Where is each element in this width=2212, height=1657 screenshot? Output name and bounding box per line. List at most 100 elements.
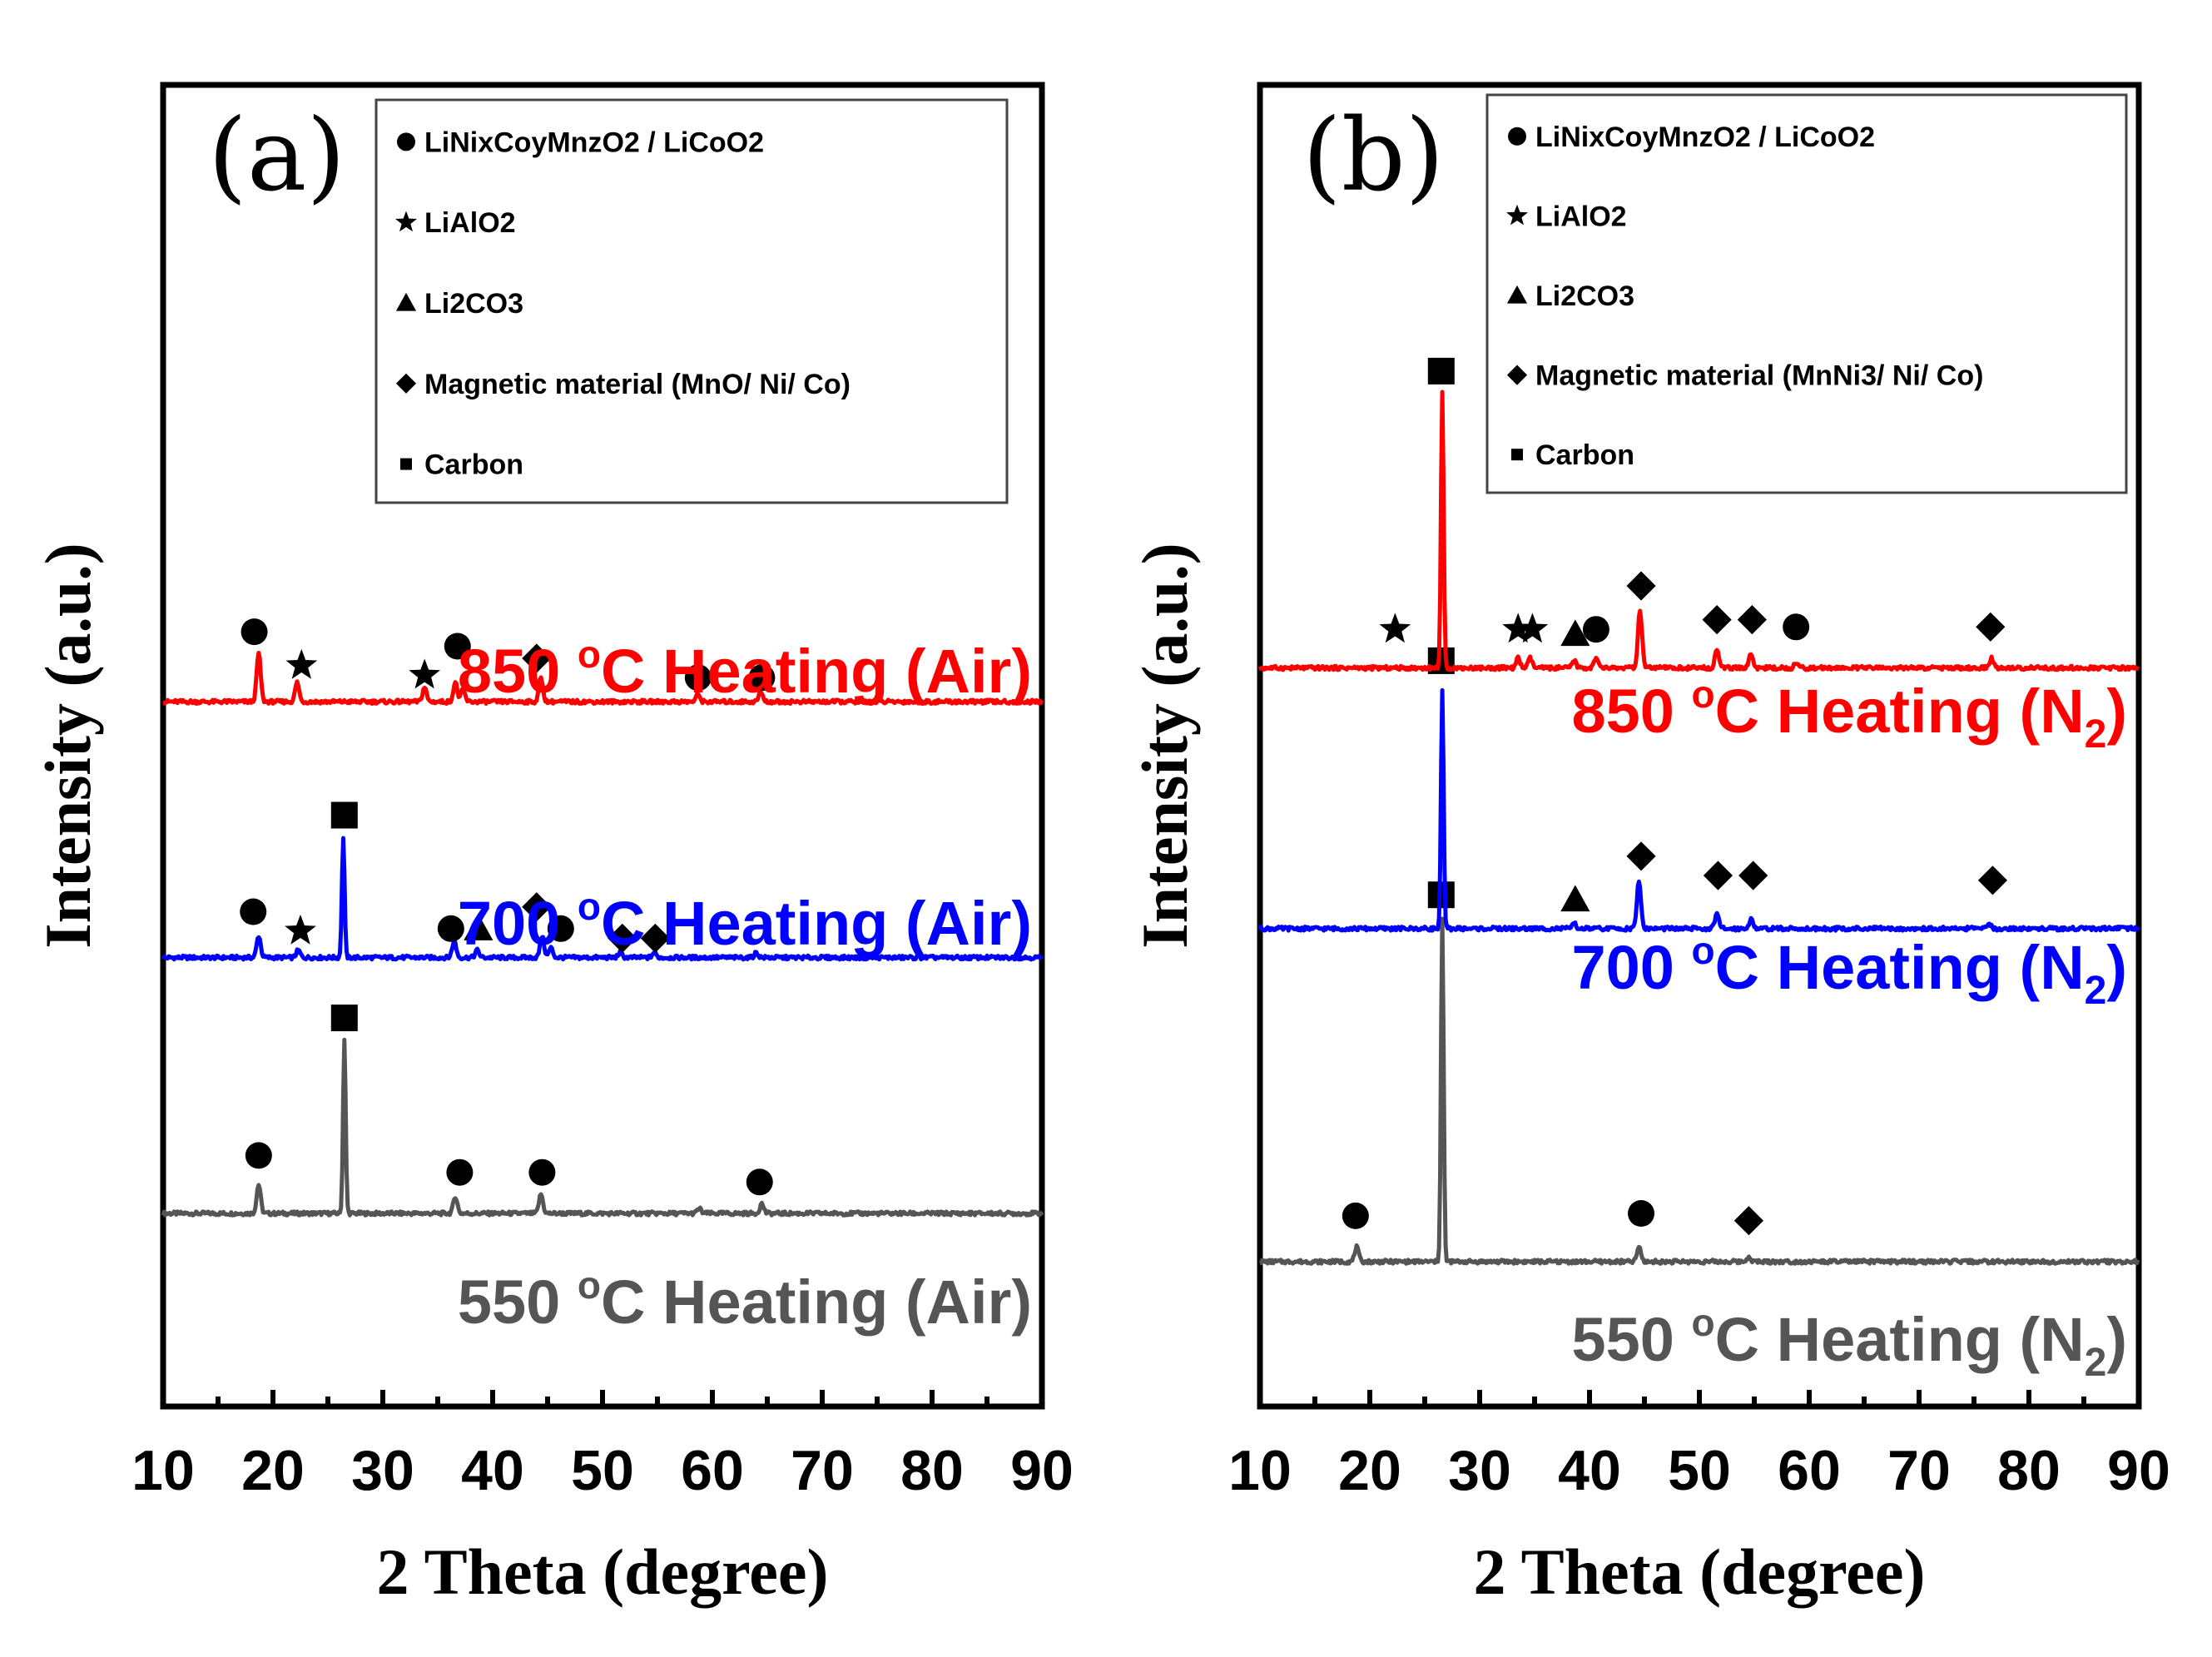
x-tick-label: 40 bbox=[461, 1439, 524, 1502]
x-tick-label: 10 bbox=[131, 1439, 195, 1502]
series-label-rest: C Heating (N bbox=[1715, 1305, 2085, 1374]
series-line bbox=[1257, 389, 2140, 672]
x-tick-label: 20 bbox=[241, 1439, 305, 1502]
peak-marker-circle bbox=[446, 1158, 474, 1186]
x-tick-label: 70 bbox=[1887, 1439, 1951, 1502]
peak-marker-diamond bbox=[608, 923, 637, 953]
panel-b: 10 20 30 40 50 60 70 80 90 2 Theta (degree) Intens… bbox=[1128, 82, 2170, 1608]
label-subscript: 2 bbox=[2085, 1341, 2107, 1385]
series-label-temp: 850 bbox=[458, 637, 578, 706]
series-label-rest: C Heating (N bbox=[1715, 677, 2085, 746]
legend-entry: LiNixCoyMnzO2 / LiCoO2 bbox=[1535, 122, 1875, 153]
panel-a: 10 20 30 40 50 60 70 80 90 2 Theta (degree) Intens… bbox=[32, 82, 1074, 1608]
peak-marker-triangle bbox=[1560, 885, 1590, 912]
peak-marker-star bbox=[409, 658, 440, 689]
degree-superscript: o bbox=[578, 885, 601, 928]
label-close: ) bbox=[2106, 933, 2127, 1002]
peak-marker-star bbox=[285, 914, 316, 945]
peak-marker-diamond bbox=[640, 923, 670, 953]
legend-triangle-icon bbox=[1506, 285, 1528, 304]
series-3: 850 oC Heating (Air) bbox=[161, 618, 1044, 706]
x-tick-label: 30 bbox=[1448, 1439, 1511, 1502]
peak-marker-diamond bbox=[1733, 1206, 1763, 1236]
y-axis-title: Intensity (a.u.) bbox=[1128, 543, 1201, 949]
peak-marker-circle bbox=[241, 618, 268, 646]
series-line bbox=[161, 651, 1044, 706]
legend-diamond-icon bbox=[1506, 365, 1528, 385]
x-tick-label: 60 bbox=[681, 1439, 744, 1502]
peak-marker-diamond bbox=[1626, 571, 1656, 601]
peak-marker-star bbox=[1502, 613, 1535, 643]
x-tick-label: 20 bbox=[1338, 1439, 1401, 1502]
peak-marker-triangle bbox=[1560, 619, 1590, 647]
degree-superscript: o bbox=[1692, 1301, 1715, 1344]
peak-marker-circle bbox=[684, 664, 712, 692]
series-label: 700 oC Heating (Air) bbox=[458, 885, 1032, 958]
series-1: 550 oC Heating (Air) bbox=[161, 1005, 1044, 1337]
series-label-rest: C Heating (N bbox=[1715, 933, 2085, 1002]
series-label-temp: 550 bbox=[458, 1268, 578, 1337]
peak-marker-circle bbox=[547, 915, 574, 942]
peak-marker-circle bbox=[1783, 613, 1810, 641]
panel-label: (b) bbox=[1302, 98, 1444, 214]
legend-square-icon bbox=[400, 458, 412, 470]
series-label: 850 oC Heating (N2) bbox=[1572, 672, 2128, 757]
label-close: ) bbox=[2106, 677, 2127, 746]
degree-superscript: o bbox=[1692, 929, 1715, 972]
peak-marker-square bbox=[330, 1005, 358, 1032]
legend-box bbox=[374, 98, 1009, 504]
series-label-rest: C Heating (Air) bbox=[601, 889, 1032, 958]
legend-square-icon bbox=[1511, 449, 1523, 461]
legend: LiNixCoyMnzO2 / LiCoO2 LiAlO2 Li2CO3 Magnet… bbox=[374, 98, 1009, 504]
series-label-temp: 700 bbox=[1572, 933, 1692, 1002]
peak-marker-circle bbox=[245, 1142, 272, 1169]
legend-entry: Li2CO3 bbox=[1535, 280, 1634, 312]
panel-label: (a) bbox=[208, 98, 345, 214]
x-tick-label: 50 bbox=[571, 1439, 634, 1502]
series-label-temp: 700 bbox=[458, 889, 578, 958]
legend-entry: LiAlO2 bbox=[424, 207, 516, 239]
peak-marker-circle bbox=[1582, 616, 1609, 643]
series-line bbox=[161, 1037, 1044, 1218]
peak-marker-circle bbox=[240, 898, 267, 925]
series-label-temp: 850 bbox=[1572, 677, 1692, 746]
series-label: 550 oC Heating (Air) bbox=[458, 1263, 1032, 1337]
series-label: 850 oC Heating (Air) bbox=[458, 633, 1032, 706]
series-label: 700 oC Heating (N2) bbox=[1572, 929, 2128, 1013]
x-tick-label: 60 bbox=[1778, 1439, 1841, 1502]
peak-marker-diamond bbox=[1703, 861, 1733, 891]
peak-marker-diamond bbox=[1626, 841, 1656, 871]
peak-marker-circle bbox=[528, 1158, 556, 1186]
series-line bbox=[161, 836, 1044, 962]
peak-marker-diamond bbox=[1737, 605, 1767, 635]
series-line bbox=[1257, 687, 2140, 933]
x-tick-label: 10 bbox=[1228, 1439, 1292, 1502]
peak-marker-circle bbox=[437, 915, 464, 942]
peak-marker-square bbox=[330, 801, 358, 829]
legend-star-icon bbox=[395, 211, 417, 232]
series-2: 700 oC Heating (N2) bbox=[1257, 647, 2140, 1013]
x-axis-title: 2 Theta (degree) bbox=[1474, 1535, 1926, 1608]
legend-circle-icon bbox=[397, 132, 415, 151]
legend-triangle-icon bbox=[395, 292, 417, 311]
peak-marker-diamond bbox=[1738, 861, 1768, 891]
peak-marker-star bbox=[1379, 613, 1411, 643]
peak-marker-diamond bbox=[1976, 612, 2006, 642]
legend-entry: Carbon bbox=[424, 449, 523, 481]
series-2: 700 oC Heating (Air) bbox=[161, 801, 1044, 962]
label-subscript: 2 bbox=[2085, 969, 2107, 1013]
legend-entry: Magnetic material (MnNi3/ Ni/ Co) bbox=[1535, 360, 1983, 392]
series-label-temp: 550 bbox=[1572, 1305, 1692, 1374]
label-close: ) bbox=[2106, 1305, 2127, 1374]
legend-star-icon bbox=[1506, 204, 1528, 226]
legend-entry: LiNixCoyMnzO2 / LiCoO2 bbox=[424, 127, 764, 158]
legend-entry: Li2CO3 bbox=[424, 288, 523, 320]
peak-marker-circle bbox=[444, 633, 471, 660]
legend: LiNixCoyMnzO2 / LiCoO2 LiAlO2 Li2CO3 Magnet… bbox=[1485, 93, 2128, 494]
series-label: 550 oC Heating (N2) bbox=[1572, 1301, 2128, 1385]
peak-marker-diamond bbox=[522, 643, 552, 673]
x-tick-label: 70 bbox=[791, 1439, 854, 1502]
series-1: 550 oC Heating (N2) bbox=[1258, 881, 2140, 1385]
x-tick-label: 80 bbox=[900, 1439, 964, 1502]
